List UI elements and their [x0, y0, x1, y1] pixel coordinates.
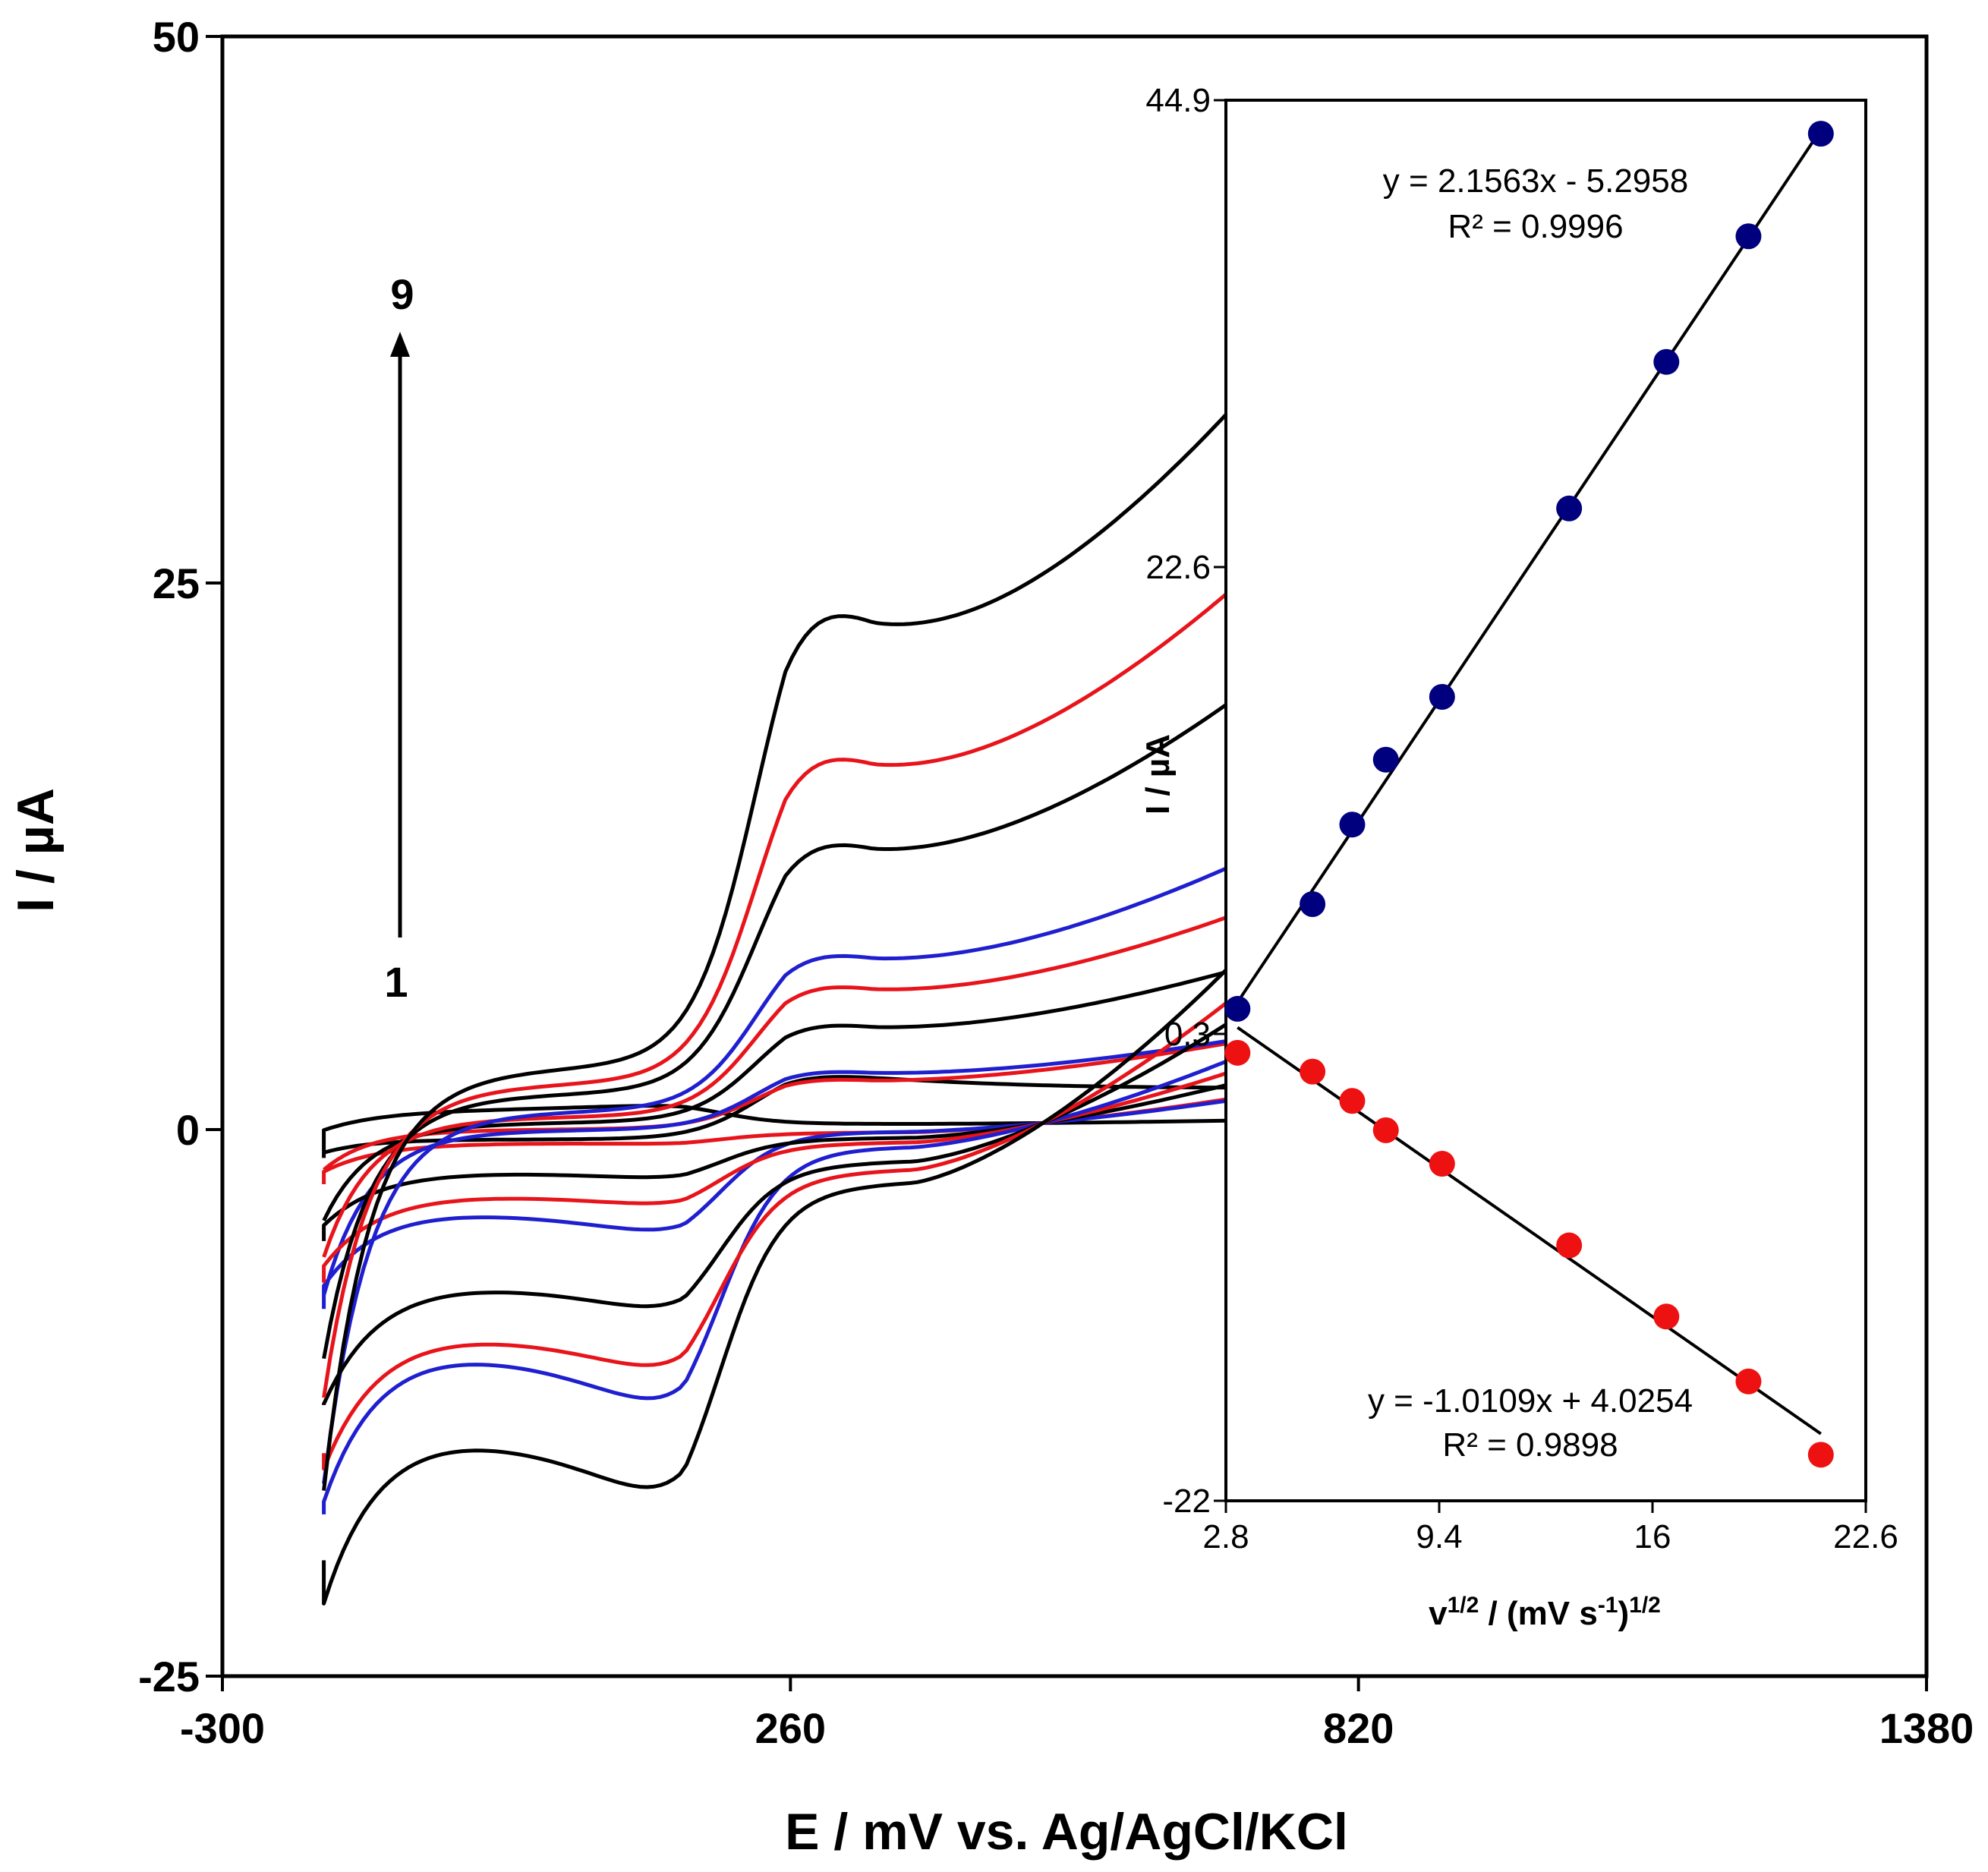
inset-point-s1-2	[1300, 891, 1326, 918]
inset-fit-equation-lower: y = -1.0109x + 4.0254	[1368, 1382, 1693, 1420]
main-plot-frame	[220, 34, 1929, 1678]
main-x-tick-label: 1380	[1879, 1704, 1974, 1752]
inset-point-s2-7	[1653, 1303, 1680, 1330]
main-y-tick-label: 0	[176, 1106, 200, 1154]
inset-point-s2-4	[1372, 1117, 1399, 1143]
inset-point-s2-3	[1339, 1088, 1366, 1114]
main-x-tick-label: 260	[755, 1704, 826, 1752]
inset-fit-line-2	[1237, 1026, 1822, 1436]
inset-y-tick-label: 22.6	[1145, 549, 1211, 586]
inset-point-s2-6	[1556, 1232, 1583, 1259]
inset-points	[1224, 121, 1834, 1468]
inset-fit-line-1	[1236, 128, 1823, 1004]
inset-y-tick-label: -22	[1162, 1483, 1211, 1520]
inset-x-tick-label: 9.4	[1416, 1518, 1462, 1555]
arrow-label-end: 9	[390, 270, 414, 318]
inset-fit-equation-upper: y = 2.1563x - 5.2958	[1383, 162, 1688, 200]
inset-x-tick-label: 2.8	[1202, 1518, 1249, 1555]
inset-y-tick-label: 44.9	[1145, 82, 1211, 119]
main-y-tick-label: 25	[153, 559, 200, 607]
inset-point-s1-4	[1372, 746, 1399, 773]
inset-point-s1-9	[1807, 121, 1834, 147]
main-y-tick-label: -25	[138, 1653, 200, 1700]
inset-y-tick-label: 0.3	[1164, 1016, 1211, 1053]
inset-point-s2-1	[1224, 1039, 1251, 1066]
inset-x-tick-label: 22.6	[1833, 1518, 1898, 1555]
inset-point-s2-2	[1300, 1058, 1326, 1085]
main-x-axis-title: E / mV vs. Ag/AgCl/KCl	[785, 1803, 1348, 1861]
inset-point-s2-9	[1807, 1442, 1834, 1468]
inset-fit-r2-lower: R² = 0.9898	[1442, 1426, 1618, 1464]
inset-fit-r2-upper: R² = 0.9996	[1448, 208, 1623, 245]
inset-point-s1-3	[1339, 812, 1366, 838]
main-y-tick-label: 50	[153, 13, 200, 61]
main-axis-ticks: -25 0 25 50 -300 260 820 1380	[138, 13, 1974, 1752]
inset-x-axis-title: v1/2 / (mV s-1)1/2	[1429, 1593, 1661, 1632]
inset-fit-lines	[1236, 128, 1823, 1436]
main-x-tick-label: 820	[1323, 1704, 1394, 1752]
inset-point-s1-7	[1653, 348, 1680, 375]
inset-point-s1-6	[1556, 495, 1583, 522]
arrow-label-start: 1	[384, 958, 408, 1006]
main-x-tick-label: -300	[180, 1704, 265, 1752]
inset-chart: 44.9 22.6 0.3 -222.8 9.4 16 22.6 y = 2.1563x -…	[1139, 82, 1898, 1632]
main-y-axis-title: I / µA	[7, 788, 65, 912]
inset-point-s2-5	[1429, 1150, 1455, 1177]
inset-axis-ticks: 44.9 22.6 0.3 -222.8 9.4 16 22.6	[1145, 82, 1898, 1555]
inset-point-s1-5	[1429, 683, 1455, 710]
inset-point-s1-1	[1224, 995, 1251, 1022]
inset-point-s2-8	[1735, 1368, 1762, 1395]
scan-rate-arrow	[390, 332, 410, 938]
inset-x-tick-label: 16	[1634, 1518, 1671, 1555]
inset-y-axis-title: I / µA	[1139, 734, 1177, 815]
inset-point-s1-8	[1735, 223, 1762, 250]
inset-plot-frame	[1224, 99, 1867, 1502]
